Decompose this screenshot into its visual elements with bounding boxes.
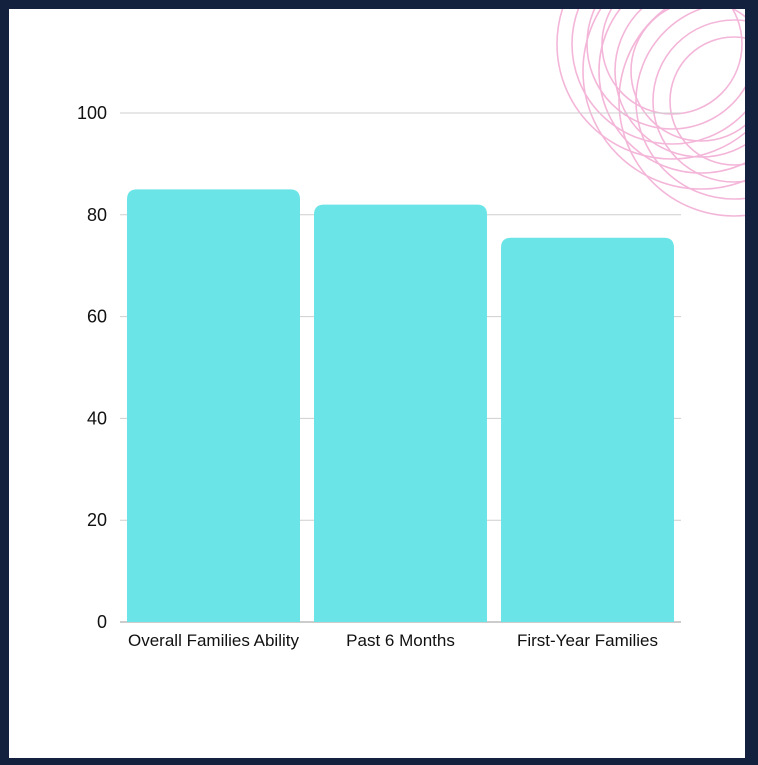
decorative-arcs xyxy=(556,9,745,217)
x-category-label-1: Past 6 Months xyxy=(346,631,455,650)
decor-arc-6 xyxy=(614,9,745,158)
decor-arc-5 xyxy=(598,9,745,174)
decor-arc-9 xyxy=(635,9,745,200)
decor-arc-1 xyxy=(571,9,745,145)
decor-arc-2 xyxy=(586,9,745,130)
y-tick-label-100: 100 xyxy=(77,103,107,123)
decor-arc-11 xyxy=(669,36,745,166)
x-axis-labels: Overall Families Ability Past 6 Months Fir… xyxy=(128,631,658,650)
bar-chart: 0 20 40 60 80 100 Overall Families Ability Pas… xyxy=(77,9,745,650)
bar-1 xyxy=(314,204,487,622)
x-category-label-0: Overall Families Ability xyxy=(128,631,299,650)
y-axis-ticks: 0 20 40 60 80 100 xyxy=(77,103,107,632)
bar-0 xyxy=(127,189,300,622)
y-tick-label-20: 20 xyxy=(87,510,107,530)
bar-2 xyxy=(501,237,674,622)
y-tick-label-60: 60 xyxy=(87,307,107,327)
y-tick-label-80: 80 xyxy=(87,205,107,225)
y-tick-label-0: 0 xyxy=(97,612,107,632)
decor-arc-0 xyxy=(556,9,745,160)
bars xyxy=(127,189,674,622)
decor-arc-4 xyxy=(582,9,745,190)
decor-arc-7 xyxy=(630,9,745,142)
y-tick-label-40: 40 xyxy=(87,408,107,428)
decor-arc-10 xyxy=(652,19,745,183)
decor-arc-8 xyxy=(618,9,745,217)
x-category-label-2: First-Year Families xyxy=(517,631,658,650)
